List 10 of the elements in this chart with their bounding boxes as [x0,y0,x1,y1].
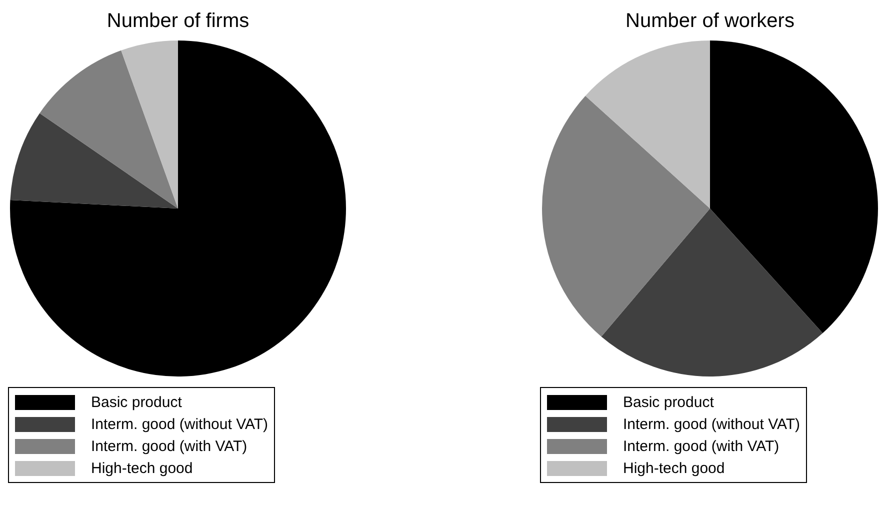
chart-title: Number of firms [106,9,250,34]
legend-label: High-tech good [623,460,725,476]
legend-label: Interm. good (with VAT) [623,438,780,454]
legend-label: Basic product [91,394,182,410]
legend-label: Interm. good (with VAT) [91,438,248,454]
legend-label: Interm. good (without VAT) [91,416,268,432]
legend-label: Basic product [623,394,714,410]
legend-label: High-tech good [91,460,193,476]
legend-label: Interm. good (without VAT) [623,416,800,432]
chart-title: Number of workers [624,9,796,34]
